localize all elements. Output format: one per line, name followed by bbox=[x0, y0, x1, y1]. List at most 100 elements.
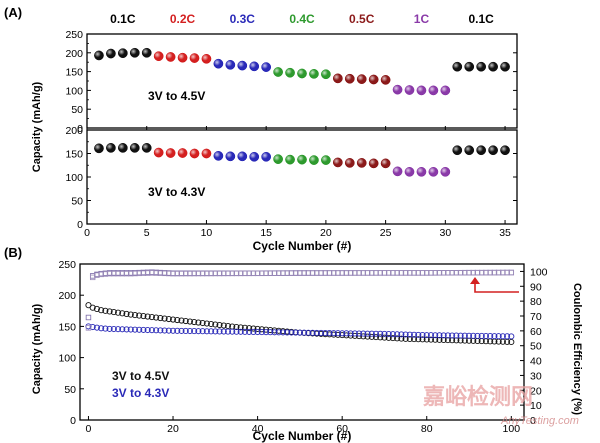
capacity-point bbox=[123, 310, 130, 317]
data-point bbox=[237, 60, 248, 71]
subplot-4p3v: 0 50 100 150 200 3V to 4.3V bbox=[65, 125, 518, 231]
capacity-point bbox=[351, 330, 358, 337]
capacity-point bbox=[415, 331, 422, 338]
capacity-point bbox=[487, 333, 494, 340]
rate-label-6: 0.1C bbox=[468, 12, 494, 26]
data-point bbox=[416, 166, 427, 177]
capacity-point bbox=[191, 328, 198, 335]
capacity-point bbox=[385, 334, 392, 341]
series-0 bbox=[85, 302, 515, 346]
capacity-point bbox=[216, 321, 223, 329]
capacity-point bbox=[110, 325, 117, 333]
ce-point bbox=[85, 314, 92, 321]
capacity-point bbox=[123, 326, 130, 333]
capacity-point bbox=[208, 328, 215, 335]
capacity-point bbox=[508, 333, 515, 340]
capacity-point bbox=[334, 330, 341, 337]
y-tick-label: 200 bbox=[58, 290, 76, 302]
capacity-point bbox=[93, 305, 100, 312]
data-point bbox=[321, 69, 331, 80]
capacity-point bbox=[406, 331, 413, 338]
ce-point bbox=[85, 325, 92, 331]
capacity-point bbox=[322, 329, 329, 337]
capacity-point bbox=[131, 311, 139, 319]
watermark: 嘉峪检测网 AnyTesting.com bbox=[423, 384, 579, 427]
capacity-point bbox=[440, 336, 447, 344]
capacity-point bbox=[191, 318, 198, 326]
series-3 bbox=[85, 269, 515, 331]
watermark-cn: 嘉峪检测网 bbox=[423, 384, 533, 410]
x-tick-label: 40 bbox=[252, 423, 264, 435]
x-tick-label: 80 bbox=[421, 423, 433, 435]
capacity-point bbox=[250, 328, 257, 336]
capacity-point bbox=[449, 337, 456, 344]
data-point bbox=[189, 53, 200, 63]
data-point bbox=[153, 51, 164, 62]
capacity-point bbox=[127, 326, 134, 333]
y-tick-label-right: 50 bbox=[530, 341, 542, 353]
capacity-point bbox=[356, 330, 363, 337]
capacity-point bbox=[482, 332, 489, 340]
data-point bbox=[201, 53, 212, 64]
capacity-point bbox=[182, 327, 189, 335]
capacity-point bbox=[220, 322, 227, 329]
capacity-point bbox=[254, 328, 261, 336]
capacity-point bbox=[178, 317, 185, 324]
data-point bbox=[309, 69, 319, 79]
legend-label-0: 3V to 4.5V bbox=[112, 369, 169, 383]
data-point bbox=[440, 166, 451, 177]
y-tick-label: 100 bbox=[58, 353, 76, 365]
data-point bbox=[368, 158, 379, 169]
data-point bbox=[440, 85, 451, 96]
y-tick-label: 250 bbox=[65, 29, 83, 41]
data-point bbox=[428, 166, 439, 177]
capacity-point bbox=[246, 328, 253, 335]
axis-arrow-head bbox=[470, 277, 480, 284]
capacity-point bbox=[237, 324, 244, 331]
capacity-point bbox=[267, 329, 274, 336]
x-tick-label: 20 bbox=[320, 227, 332, 239]
capacity-point bbox=[106, 325, 113, 332]
y-tick-label: 150 bbox=[58, 321, 76, 333]
data-point bbox=[273, 67, 283, 77]
y-tick-label: 100 bbox=[65, 172, 83, 184]
y-tick-label: 50 bbox=[71, 104, 83, 116]
capacity-point bbox=[423, 332, 430, 339]
capacity-point bbox=[326, 330, 333, 337]
data-point bbox=[165, 52, 176, 62]
capacity-point bbox=[140, 312, 147, 320]
data-point bbox=[225, 59, 236, 70]
x-tick-label: 35 bbox=[499, 227, 511, 239]
panel-b-y-label-right: Coulombic Efficiency (%) bbox=[571, 283, 583, 415]
capacity-point bbox=[495, 333, 502, 340]
capacity-point bbox=[237, 328, 244, 335]
capacity-point bbox=[364, 333, 371, 340]
capacity-point bbox=[271, 329, 278, 336]
capacity-point bbox=[453, 332, 460, 339]
y-tick-label-right: 100 bbox=[530, 266, 548, 278]
data-point bbox=[404, 85, 415, 95]
capacity-point bbox=[178, 327, 185, 334]
capacity-point bbox=[110, 308, 117, 316]
capacity-point bbox=[115, 309, 122, 316]
data-point bbox=[500, 61, 510, 72]
data-point bbox=[225, 151, 236, 162]
capacity-point bbox=[381, 330, 388, 337]
capacity-point bbox=[203, 320, 210, 327]
y-tick-label-right: 20 bbox=[530, 385, 542, 397]
capacity-point bbox=[224, 328, 232, 335]
data-point bbox=[500, 145, 510, 156]
capacity-point bbox=[339, 330, 346, 337]
capacity-point bbox=[216, 328, 223, 335]
capacity-point bbox=[208, 320, 215, 328]
y-tick-label-right: 70 bbox=[530, 311, 542, 323]
y-tick-label-right: 60 bbox=[530, 326, 542, 338]
y-tick-label-right: 90 bbox=[530, 281, 542, 293]
capacity-point bbox=[301, 329, 308, 336]
capacity-point bbox=[402, 331, 409, 338]
capacity-point bbox=[440, 332, 447, 339]
capacity-point bbox=[102, 307, 109, 314]
capacity-point bbox=[127, 311, 134, 318]
capacity-point bbox=[411, 336, 418, 343]
y-tick-label: 0 bbox=[70, 415, 76, 427]
